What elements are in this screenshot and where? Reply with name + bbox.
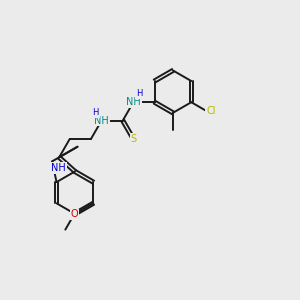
- Text: H: H: [136, 89, 142, 98]
- Text: NH: NH: [94, 116, 109, 126]
- Text: O: O: [70, 209, 78, 219]
- Text: NH: NH: [126, 97, 141, 107]
- Text: Cl: Cl: [206, 106, 216, 116]
- Text: S: S: [130, 134, 136, 144]
- Text: NH: NH: [51, 163, 66, 173]
- Text: H: H: [92, 108, 99, 117]
